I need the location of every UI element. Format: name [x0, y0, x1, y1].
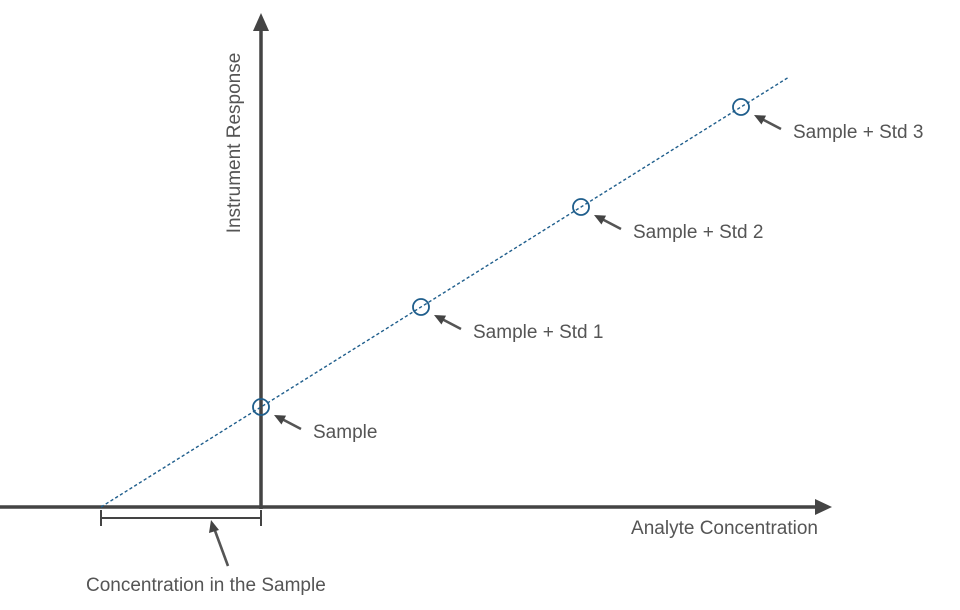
axes: [0, 13, 832, 515]
fit-line: [100, 76, 790, 508]
y-axis-title: Instrument Response: [224, 53, 245, 234]
pointer-arrow-icon: [434, 315, 447, 325]
point-label-sample-std-2: Sample + Std 2: [633, 222, 763, 243]
concentration-bracket: [100, 510, 262, 567]
pointer-arrow-icon: [274, 415, 287, 425]
y-axis-arrow-icon: [253, 13, 269, 31]
data-points: Sample Sample + Std 1 Sample + Std 2 Sample…: [252, 98, 923, 443]
bracket-pointer-arrow-icon: [209, 520, 219, 533]
pointer-arrow-icon: [594, 215, 607, 225]
data-point-sample-std-3: [732, 98, 750, 116]
point-label-sample: Sample: [313, 422, 377, 443]
data-point-sample-std-2: [572, 198, 590, 216]
point-label-sample-std-1: Sample + Std 1: [473, 322, 603, 343]
pointer-arrow-icon: [754, 115, 767, 125]
concentration-in-sample-label: Concentration in the Sample: [86, 575, 326, 596]
bracket-pointer: [212, 527, 230, 567]
data-point-sample: [252, 398, 270, 416]
x-axis-arrow-icon: [815, 499, 832, 515]
x-axis-title: Analyte Concentration: [631, 518, 818, 539]
point-label-sample-std-3: Sample + Std 3: [793, 122, 923, 143]
data-point-sample-std-1: [412, 298, 430, 316]
